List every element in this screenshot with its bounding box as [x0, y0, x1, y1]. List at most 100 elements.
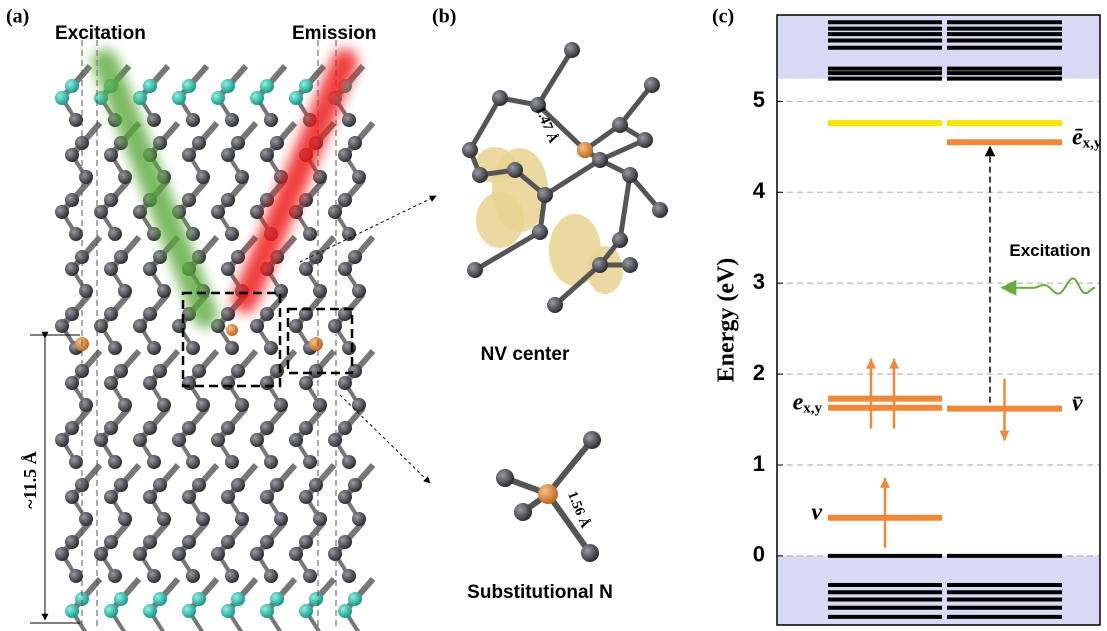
atom	[338, 376, 352, 390]
panel-label: (c)	[712, 6, 734, 28]
y-tick-label: 3	[753, 269, 765, 294]
atom	[348, 136, 362, 150]
atom	[157, 512, 171, 526]
atom	[309, 592, 323, 606]
atom	[172, 91, 186, 105]
y-axis-label: Energy (eV)	[714, 258, 740, 383]
atom	[348, 592, 362, 606]
atom	[118, 170, 132, 184]
atom	[338, 262, 352, 276]
atom	[260, 148, 274, 162]
atom	[196, 398, 210, 412]
atom	[348, 478, 362, 492]
atom	[231, 592, 245, 606]
atom	[221, 307, 235, 321]
atom	[592, 152, 608, 168]
thickness-label: ~11.5 Å	[20, 451, 40, 508]
atom	[172, 433, 186, 447]
atom	[260, 421, 274, 435]
atom	[221, 79, 235, 93]
atom	[65, 421, 79, 435]
atom	[309, 478, 323, 492]
atom	[182, 421, 196, 435]
atom	[270, 592, 284, 606]
atom	[143, 79, 157, 93]
atom	[313, 170, 327, 184]
atom	[153, 592, 167, 606]
atom	[65, 148, 79, 162]
atom	[157, 398, 171, 412]
atom	[537, 187, 553, 203]
atom	[182, 604, 196, 618]
atom	[328, 433, 342, 447]
level-subscript: x,y	[1083, 136, 1102, 152]
atom	[182, 148, 196, 162]
atom	[225, 341, 239, 355]
atom	[114, 478, 128, 492]
atom	[147, 341, 161, 355]
level-subscript: x,y	[803, 401, 822, 417]
pointer-arrow	[300, 196, 436, 262]
atom	[342, 341, 356, 355]
atom	[133, 319, 147, 333]
atom	[192, 592, 206, 606]
panel-a: (a) Excitation Emission ~11.5 Å	[6, 6, 436, 631]
atom	[221, 421, 235, 435]
atom	[186, 455, 200, 469]
atom	[192, 478, 206, 492]
atom	[221, 604, 235, 618]
atom	[69, 227, 83, 241]
atom	[303, 569, 317, 583]
atom	[581, 544, 599, 562]
atom	[231, 250, 245, 264]
atom	[612, 232, 628, 248]
nv-structure	[462, 42, 668, 313]
atom	[94, 205, 108, 219]
atom	[622, 167, 638, 183]
atom	[270, 364, 284, 378]
atom	[299, 604, 313, 618]
atom	[65, 490, 79, 504]
atom	[221, 262, 235, 276]
atom	[147, 455, 161, 469]
bond	[538, 50, 572, 105]
atom	[94, 433, 108, 447]
atom	[79, 512, 93, 526]
atom	[104, 490, 118, 504]
nitrogen-atom	[309, 337, 323, 351]
atom	[108, 455, 122, 469]
atom	[55, 319, 69, 333]
atom	[221, 490, 235, 504]
atom	[225, 113, 239, 127]
atom	[274, 512, 288, 526]
atom	[221, 148, 235, 162]
y-tick-label: 0	[753, 542, 765, 567]
atom	[289, 433, 303, 447]
atom	[221, 535, 235, 549]
atom	[342, 455, 356, 469]
atom	[186, 113, 200, 127]
atom	[250, 547, 264, 561]
atom	[182, 193, 196, 207]
atom	[583, 431, 601, 449]
atom	[153, 364, 167, 378]
atom	[644, 77, 660, 93]
atom	[65, 307, 79, 321]
atom	[260, 307, 274, 321]
spin-arrow-head	[880, 478, 890, 488]
atom	[211, 547, 225, 561]
atom	[211, 91, 225, 105]
atom	[348, 250, 362, 264]
atom	[104, 421, 118, 435]
level-label: v̄	[1072, 390, 1083, 416]
atom	[352, 398, 366, 412]
atom	[114, 364, 128, 378]
atom	[299, 376, 313, 390]
atom	[231, 136, 245, 150]
atom	[192, 364, 206, 378]
atom	[221, 193, 235, 207]
atom	[69, 455, 83, 469]
atom	[55, 433, 69, 447]
plot: 012345ēx,yex,yv̄vExcitation	[753, 15, 1102, 625]
atom	[104, 262, 118, 276]
